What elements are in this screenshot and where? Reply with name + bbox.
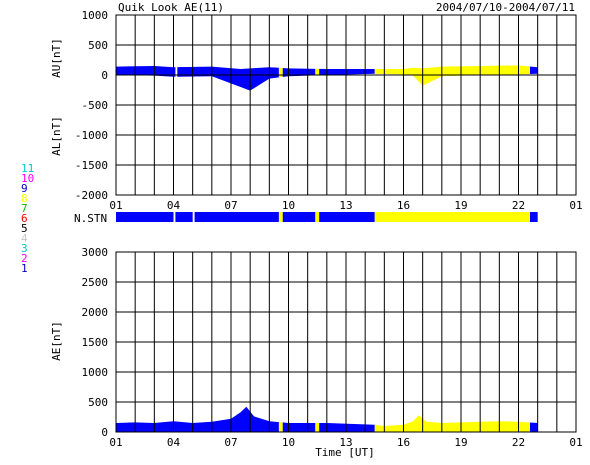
panel-frame [115,251,577,433]
data-area-yellow [315,423,320,432]
data-area-yellow [315,68,320,76]
date-range: 2004/07/10-2004/07/11 [436,1,575,14]
y-tick-label: -500 [82,99,109,112]
y-tick-label: 1000 [82,9,109,22]
x-tick-label: 01 [109,436,122,449]
nstn-segment-blue [194,212,279,222]
al-axis-label: AL[nT] [50,116,63,156]
x-tick-label: 19 [454,436,467,449]
y-tick-label: 2500 [82,276,109,289]
nstn-segment-blue [116,212,174,222]
station-legend-item: 5 [21,222,28,235]
nstn-segment-blue [175,212,193,222]
x-tick-label: 19 [454,199,467,212]
station-legend-item: 10 [21,172,34,185]
y-tick-label: 1500 [82,336,109,349]
data-area-blue [116,406,279,432]
x-tick-label: 04 [167,436,181,449]
x-tick-label: 07 [224,199,237,212]
data-area-yellow [374,415,530,432]
station-legend-item: 6 [21,212,28,225]
x-tick-label: 22 [512,436,525,449]
x-tick-label: 01 [569,436,582,449]
figure-title: Quik Look AE(11) [118,1,224,14]
nstn-segment-blue [319,212,375,222]
nstn-label: N.STN [74,212,107,225]
nstn-segment-blue [282,212,316,222]
data-area-blue [319,423,375,432]
au-axis-label: AU[nT] [50,38,63,78]
y-tick-label: 2000 [82,306,109,319]
ae-axis-label: AE[nT] [50,321,63,361]
data-area-blue [116,66,176,77]
data-area-blue [319,68,375,76]
x-tick-label: 10 [282,436,295,449]
station-legend-item: 11 [21,162,34,175]
x-tick-label: 13 [339,199,352,212]
nstn-segment-yellow [374,212,530,222]
y-tick-label: 3000 [82,246,109,259]
x-tick-label: 01 [109,199,122,212]
x-axis-label: Time [UT] [315,446,375,459]
data-area-yellow [278,422,283,432]
panel-frame [115,14,577,196]
y-tick-label: -1500 [75,159,108,172]
station-legend-item: 7 [21,202,28,215]
x-tick-label: 13 [339,436,352,449]
data-area-yellow [374,65,530,86]
nstn-strip [116,212,538,222]
station-legend-item: 8 [21,192,28,205]
station-legend-item: 3 [21,242,28,255]
nstn-segment-blue [530,212,538,222]
y-tick-label: -1000 [75,129,108,142]
data-area-blue [530,66,538,75]
x-tick-label: 01 [569,199,582,212]
x-tick-label: 22 [512,199,525,212]
y-tick-label: 0 [101,426,108,439]
station-legend-item: 4 [21,232,28,245]
y-tick-label: 1000 [82,366,109,379]
station-legend-item: 2 [21,252,28,265]
y-tick-label: 0 [101,69,108,82]
data-area-blue [530,422,538,432]
x-tick-label: 10 [282,199,295,212]
nstn-segment-yellow [315,212,320,222]
x-tick-label: 16 [397,436,410,449]
nstn-segment-yellow [278,212,283,222]
x-tick-label: 07 [224,436,237,449]
station-legend-item: 1 [21,262,28,275]
station-legend-item: 9 [21,182,28,195]
y-tick-label: -2000 [75,189,108,202]
x-tick-label: 04 [167,199,181,212]
x-tick-label: 16 [397,199,410,212]
y-tick-label: 500 [88,396,108,409]
y-tick-label: 500 [88,39,108,52]
data-area-blue [177,66,279,91]
